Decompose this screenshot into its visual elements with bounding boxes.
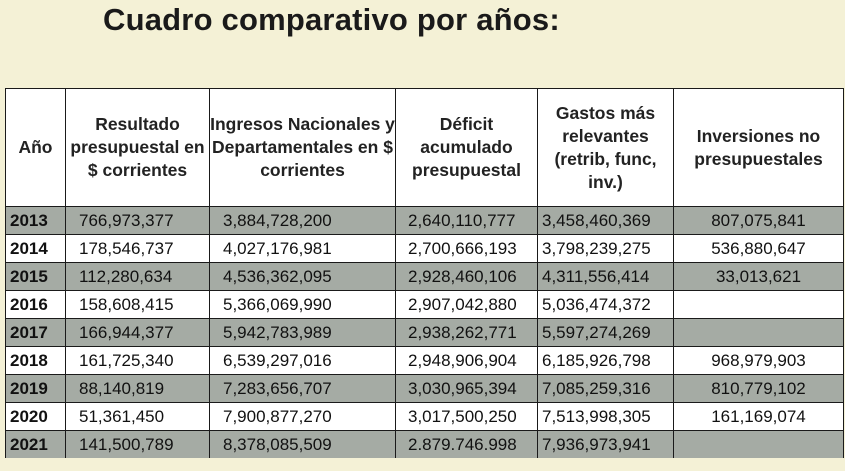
year-cell: 2017 bbox=[5, 318, 66, 347]
gastos-cell: 3,798,239,275 bbox=[537, 234, 674, 263]
table-row: 2014 178,546,737 4,027,176,981 2,700,666,19… bbox=[5, 234, 844, 263]
table-row: 2015 112,280,634 4,536,362,095 2,928,460,10… bbox=[5, 262, 844, 291]
inversiones-cell: 968,979,903 bbox=[673, 346, 844, 375]
deficit-cell: 2,640,110,777 bbox=[395, 206, 538, 235]
table-row: 2019 88,140,819 7,283,656,707 3,030,965,394… bbox=[5, 374, 844, 403]
ingresos-cell: 7,900,877,270 bbox=[209, 402, 396, 431]
year-cell: 2014 bbox=[5, 234, 66, 263]
ingresos-cell: 4,536,362,095 bbox=[209, 262, 396, 291]
table-row: 2016 158,608,415 5,366,069,990 2,907,042,88… bbox=[5, 290, 844, 319]
gastos-cell: 3,458,460,369 bbox=[537, 206, 674, 235]
ingresos-cell: 6,539,297,016 bbox=[209, 346, 396, 375]
year-cell: 2018 bbox=[5, 346, 66, 375]
gastos-cell: 5,597,274,269 bbox=[537, 318, 674, 347]
ingresos-cell: 3,884,728,200 bbox=[209, 206, 396, 235]
year-cell: 2013 bbox=[5, 206, 66, 235]
deficit-cell: 2,700,666,193 bbox=[395, 234, 538, 263]
gastos-cell: 4,311,556,414 bbox=[537, 262, 674, 291]
column-header-deficit: Déficit acumulado presupuestal bbox=[395, 88, 538, 207]
gastos-cell: 7,085,259,316 bbox=[537, 374, 674, 403]
column-header-inversiones: Inversiones no presupuestales bbox=[673, 88, 844, 207]
gastos-cell: 7,513,998,305 bbox=[537, 402, 674, 431]
inversiones-cell bbox=[673, 318, 844, 347]
deficit-cell: 2,928,460,106 bbox=[395, 262, 538, 291]
deficit-cell: 2,948,906,904 bbox=[395, 346, 538, 375]
resultado-cell: 158,608,415 bbox=[65, 290, 210, 319]
gastos-cell: 5,036,474,372 bbox=[537, 290, 674, 319]
resultado-cell: 178,546,737 bbox=[65, 234, 210, 263]
ingresos-cell: 7,283,656,707 bbox=[209, 374, 396, 403]
ingresos-cell: 5,942,783,989 bbox=[209, 318, 396, 347]
resultado-cell: 166,944,377 bbox=[65, 318, 210, 347]
year-cell: 2020 bbox=[5, 402, 66, 431]
header-row: Año Resultado presupuestal en $ corrient… bbox=[5, 88, 844, 207]
inversiones-cell: 807,075,841 bbox=[673, 206, 844, 235]
column-header-gastos: Gastos más relevantes (retrib, func, inv… bbox=[537, 88, 674, 207]
ingresos-cell: 4,027,176,981 bbox=[209, 234, 396, 263]
resultado-cell: 51,361,450 bbox=[65, 402, 210, 431]
year-cell: 2015 bbox=[5, 262, 66, 291]
table-row: 2021 141,500,789 8,378,085,509 2.879.746.99… bbox=[5, 430, 844, 458]
inversiones-cell: 810,779,102 bbox=[673, 374, 844, 403]
deficit-cell: 2.879.746.998 bbox=[395, 430, 538, 458]
table-row: 2020 51,361,450 7,900,877,270 3,017,500,250… bbox=[5, 402, 844, 431]
ingresos-cell: 5,366,069,990 bbox=[209, 290, 396, 319]
resultado-cell: 112,280,634 bbox=[65, 262, 210, 291]
inversiones-cell: 536,880,647 bbox=[673, 234, 844, 263]
column-header-ingresos: Ingresos Nacionales y Departamentales en… bbox=[209, 88, 396, 207]
resultado-cell: 161,725,340 bbox=[65, 346, 210, 375]
column-header-year: Año bbox=[5, 88, 66, 207]
year-cell: 2019 bbox=[5, 374, 66, 403]
resultado-cell: 766,973,377 bbox=[65, 206, 210, 235]
ingresos-cell: 8,378,085,509 bbox=[209, 430, 396, 458]
page-title: Cuadro comparativo por años: bbox=[103, 2, 560, 37]
column-header-resultado: Resultado presupuestal en $ corrientes bbox=[65, 88, 210, 207]
deficit-cell: 3,030,965,394 bbox=[395, 374, 538, 403]
year-cell: 2016 bbox=[5, 290, 66, 319]
gastos-cell: 7,936,973,941 bbox=[537, 430, 674, 458]
year-cell: 2021 bbox=[5, 430, 66, 458]
deficit-cell: 3,017,500,250 bbox=[395, 402, 538, 431]
resultado-cell: 88,140,819 bbox=[65, 374, 210, 403]
gastos-cell: 6,185,926,798 bbox=[537, 346, 674, 375]
table-row: 2018 161,725,340 6,539,297,016 2,948,906,90… bbox=[5, 346, 844, 375]
comparison-table: Año Resultado presupuestal en $ corrient… bbox=[5, 88, 844, 458]
table-row: 2017 166,944,377 5,942,783,989 2,938,262,77… bbox=[5, 318, 844, 347]
resultado-cell: 141,500,789 bbox=[65, 430, 210, 458]
inversiones-cell: 33,013,621 bbox=[673, 262, 844, 291]
inversiones-cell bbox=[673, 430, 844, 458]
inversiones-cell: 161,169,074 bbox=[673, 402, 844, 431]
deficit-cell: 2,938,262,771 bbox=[395, 318, 538, 347]
deficit-cell: 2,907,042,880 bbox=[395, 290, 538, 319]
table-row: 2013 766,973,377 3,884,728,200 2,640,110,77… bbox=[5, 206, 844, 235]
inversiones-cell bbox=[673, 290, 844, 319]
